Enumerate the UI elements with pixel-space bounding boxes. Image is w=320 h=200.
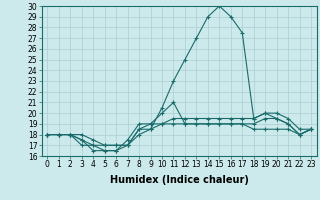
X-axis label: Humidex (Indice chaleur): Humidex (Indice chaleur) — [110, 175, 249, 185]
